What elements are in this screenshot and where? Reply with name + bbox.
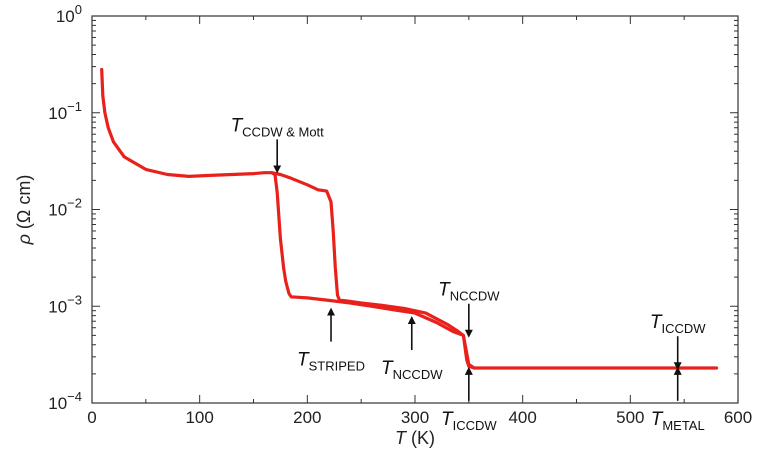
- series-line-2: [270, 171, 476, 370]
- x-tick-label: 200: [293, 408, 321, 427]
- x-tick-label: 100: [185, 408, 213, 427]
- series-line-1: [100, 67, 719, 370]
- annotation-label: TMETAL: [651, 409, 705, 433]
- y-tick-label: 10−2: [48, 196, 82, 220]
- annotation-label: TSTRIPED: [297, 350, 365, 374]
- y-tick-label: 10−4: [48, 389, 82, 413]
- x-tick-label: 300: [401, 408, 429, 427]
- y-tick-label: 10−3: [48, 292, 82, 316]
- x-tick-label: 400: [508, 408, 536, 427]
- annotation-label: TCCDW & Mott: [231, 115, 325, 139]
- annotation-label: TICCDW: [441, 409, 497, 433]
- x-axis-label: T (K): [395, 428, 435, 448]
- x-tick-label: 600: [724, 408, 752, 427]
- x-tick-label: 0: [87, 408, 96, 427]
- annotation-label: TNCCDW: [438, 280, 500, 304]
- y-tick-label: 10−1: [48, 99, 82, 123]
- y-tick-label: 100: [56, 2, 82, 26]
- y-axis-label: ρ (Ω cm): [14, 175, 34, 246]
- x-tick-label: 500: [616, 408, 644, 427]
- annotation-label: TNCCDW: [381, 358, 443, 382]
- annotation-label: TICCDW: [650, 312, 706, 336]
- plot-frame: [91, 15, 739, 404]
